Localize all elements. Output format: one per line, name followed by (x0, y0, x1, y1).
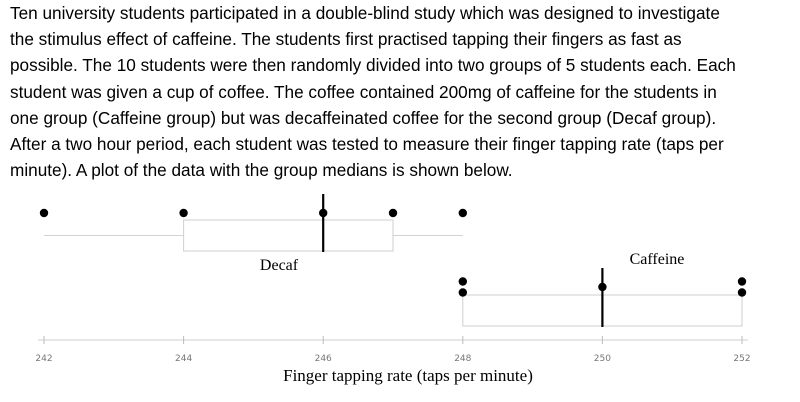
x-tick-label: 250 (594, 354, 611, 364)
groups: Decaf Caffeine (39, 194, 747, 327)
data-point (179, 208, 188, 218)
data-point (458, 208, 467, 218)
data-point (319, 208, 328, 218)
data-point (388, 208, 398, 218)
text-line: possible. The 10 students were then rand… (10, 55, 736, 76)
text-line: student was given a cup of coffee. The c… (10, 81, 717, 102)
text-line: the stimulus effect of caffeine. The stu… (10, 29, 682, 50)
x-tick-label: 252 (733, 354, 750, 364)
group-caffeine: Caffeine (458, 251, 747, 327)
group-label: Decaf (260, 257, 299, 274)
text-line: Ten university students participated in … (10, 3, 720, 23)
data-point (458, 288, 467, 297)
data-point (39, 208, 49, 218)
x-tick-label: 244 (175, 354, 192, 364)
problem-text: Ten university students participated in … (10, 0, 795, 183)
x-axis: 242 244 246 248 250 252 (35, 336, 751, 364)
box (183, 219, 394, 252)
x-tick-label: 246 (315, 354, 332, 364)
data-point (737, 288, 747, 297)
data-point (458, 277, 467, 286)
data-point (737, 277, 747, 286)
group-label: Caffeine (630, 251, 685, 268)
text-line: one group (Caffeine group) but was decaf… (10, 107, 717, 128)
group-decaf: Decaf (39, 194, 467, 274)
x-tick-label: 248 (454, 354, 471, 364)
x-tick-label: 242 (35, 354, 52, 364)
text-line: After a two hour period, each student wa… (10, 134, 724, 155)
text-line: minute). A plot of the data with the gro… (10, 160, 513, 181)
x-axis-label: Finger tapping rate (taps per minute) (283, 366, 533, 385)
data-point (598, 282, 607, 292)
